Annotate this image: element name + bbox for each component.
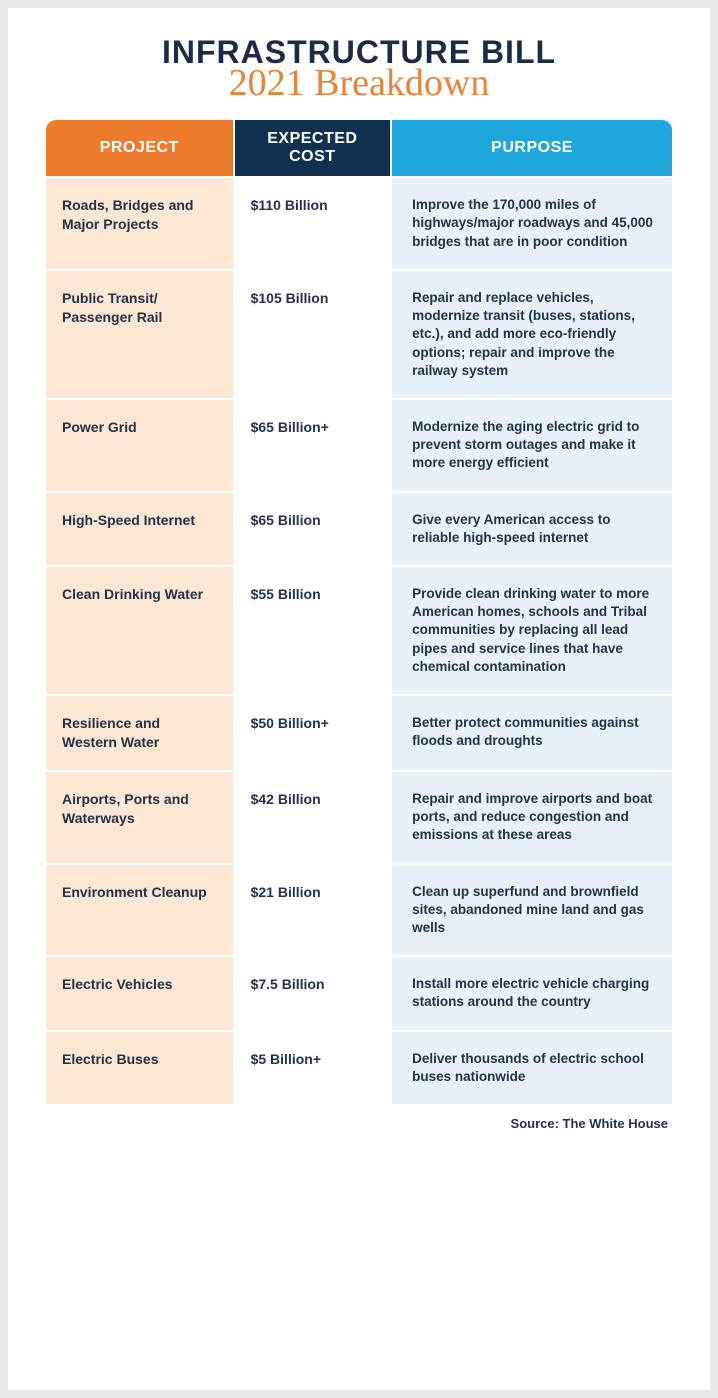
cell-purpose: Give every American access to reliable h… (392, 493, 672, 565)
cell-purpose: Improve the 170,000 miles of highways/ma… (392, 178, 672, 269)
breakdown-table: PROJECT EXPECTED COST PURPOSE Roads, Bri… (44, 118, 674, 1106)
table-row: Resilience and Western Water$50 Billion+… (46, 696, 672, 770)
table-row: Environment Cleanup$21 BillionClean up s… (46, 865, 672, 956)
table-row: Electric Buses$5 Billion+Deliver thousan… (46, 1032, 672, 1104)
table-row: Airports, Ports and Waterways$42 Billion… (46, 772, 672, 863)
table-row: Power Grid$65 Billion+Modernize the agin… (46, 400, 672, 491)
cell-cost: $7.5 Billion (235, 957, 391, 1029)
cell-project: High-Speed Internet (46, 493, 233, 565)
cell-project: Clean Drinking Water (46, 567, 233, 694)
cell-cost: $65 Billion+ (235, 400, 391, 491)
infographic-card: INFRASTRUCTURE BILL 2021 Breakdown PROJE… (8, 8, 710, 1390)
cell-project: Electric Buses (46, 1032, 233, 1104)
cell-project: Roads, Bridges and Major Projects (46, 178, 233, 269)
cell-purpose: Repair and replace vehicles, modernize t… (392, 271, 672, 398)
col-header-cost: EXPECTED COST (235, 120, 391, 176)
table-row: Clean Drinking Water$55 BillionProvide c… (46, 567, 672, 694)
cell-cost: $65 Billion (235, 493, 391, 565)
cell-purpose: Better protect communities against flood… (392, 696, 672, 770)
table-row: Electric Vehicles$7.5 BillionInstall mor… (46, 957, 672, 1029)
cell-project: Power Grid (46, 400, 233, 491)
table-row: Public Transit/ Passenger Rail$105 Billi… (46, 271, 672, 398)
cell-project: Public Transit/ Passenger Rail (46, 271, 233, 398)
cell-project: Electric Vehicles (46, 957, 233, 1029)
table-row: High-Speed Internet$65 BillionGive every… (46, 493, 672, 565)
cell-cost: $5 Billion+ (235, 1032, 391, 1104)
cell-cost: $50 Billion+ (235, 696, 391, 770)
table-header-row: PROJECT EXPECTED COST PURPOSE (46, 120, 672, 176)
title-subtitle: 2021 Breakdown (44, 66, 674, 100)
cell-purpose: Provide clean drinking water to more Ame… (392, 567, 672, 694)
title-block: INFRASTRUCTURE BILL 2021 Breakdown (44, 36, 674, 100)
cell-cost: $110 Billion (235, 178, 391, 269)
cell-cost: $55 Billion (235, 567, 391, 694)
cell-project: Environment Cleanup (46, 865, 233, 956)
cell-purpose: Clean up superfund and brownfield sites,… (392, 865, 672, 956)
cell-cost: $42 Billion (235, 772, 391, 863)
col-header-project: PROJECT (46, 120, 233, 176)
table-row: Roads, Bridges and Major Projects$110 Bi… (46, 178, 672, 269)
table-body: Roads, Bridges and Major Projects$110 Bi… (46, 178, 672, 1104)
cell-project: Airports, Ports and Waterways (46, 772, 233, 863)
cell-purpose: Install more electric vehicle charging s… (392, 957, 672, 1029)
cell-purpose: Modernize the aging electric grid to pre… (392, 400, 672, 491)
cell-project: Resilience and Western Water (46, 696, 233, 770)
source-attribution: Source: The White House (44, 1116, 674, 1131)
cell-cost: $21 Billion (235, 865, 391, 956)
cell-cost: $105 Billion (235, 271, 391, 398)
cell-purpose: Repair and improve airports and boat por… (392, 772, 672, 863)
cell-purpose: Deliver thousands of electric school bus… (392, 1032, 672, 1104)
col-header-purpose: PURPOSE (392, 120, 672, 176)
